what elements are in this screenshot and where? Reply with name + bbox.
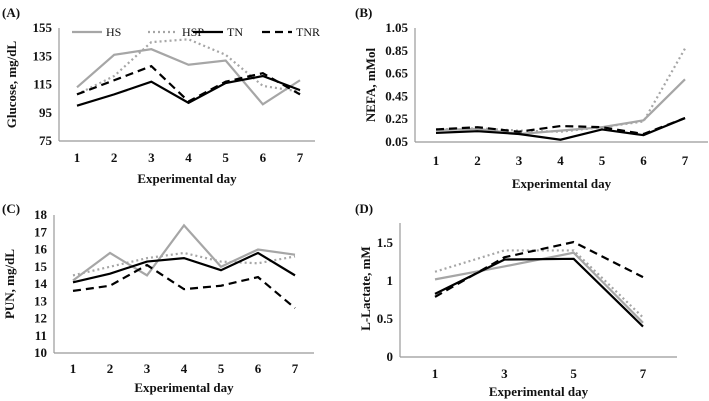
x-tick-label: 3 — [516, 153, 523, 168]
y-tick-label: 0.5 — [377, 311, 394, 326]
series-line-tn — [76, 74, 301, 107]
y-tick-label: 0.85 — [385, 43, 408, 58]
series-line-tnr — [434, 240, 644, 298]
series-line-hs — [76, 48, 301, 106]
y-axis-title: L-Lactate, mM — [358, 246, 373, 330]
x-axis-title: Experimental day — [489, 384, 589, 399]
panel-label: (A) — [2, 5, 20, 20]
x-tick-label: 4 — [557, 153, 564, 168]
series-line-tnr — [435, 117, 686, 136]
legend-label-tn: TN — [227, 25, 243, 39]
x-tick-label: 7 — [292, 361, 299, 376]
y-tick-label: 18 — [34, 207, 48, 222]
x-tick-label: 3 — [501, 366, 508, 381]
y-tick-label: 1.05 — [385, 20, 408, 35]
y-tick-label: 16 — [34, 242, 48, 257]
x-tick-label: 4 — [185, 150, 192, 165]
series-line-tn — [435, 117, 686, 141]
series-line-tnr — [76, 64, 301, 103]
x-tick-label: 5 — [599, 153, 606, 168]
x-axis-title: Experimental day — [512, 176, 612, 191]
x-tick-label: 6 — [255, 361, 262, 376]
y-tick-label: 1 — [387, 273, 394, 288]
x-tick-label: 1 — [432, 366, 439, 381]
y-tick-label: 155 — [33, 20, 53, 35]
series-line-tn — [72, 251, 296, 284]
x-tick-label: 3 — [144, 361, 151, 376]
x-tick-label: 5 — [218, 361, 225, 376]
x-axis-title: Experimental day — [134, 380, 234, 395]
y-tick-label: 0.25 — [385, 111, 408, 126]
x-tick-label: 3 — [148, 150, 155, 165]
y-tick-label: 17 — [34, 224, 48, 239]
legend-label-tnr: TNR — [296, 25, 320, 39]
y-tick-label: 115 — [33, 77, 52, 92]
y-tick-label: 11 — [35, 328, 47, 343]
x-tick-label: 2 — [111, 150, 118, 165]
x-tick-label: 5 — [570, 366, 577, 381]
y-tick-label: 0.65 — [385, 66, 408, 81]
series-line-hs — [435, 78, 686, 136]
y-axis-title: PUN, mg/dL — [2, 249, 17, 319]
x-tick-label: 1 — [74, 150, 81, 165]
y-axis-title: NEFA, mMol — [363, 48, 378, 123]
y-tick-label: 14 — [34, 276, 48, 291]
x-tick-label: 7 — [297, 150, 304, 165]
x-axis-title: Experimental day — [137, 171, 237, 186]
y-tick-label: 0.45 — [385, 88, 408, 103]
panel-label: (B) — [355, 5, 372, 20]
x-tick-label: 7 — [682, 153, 689, 168]
panel-label: (D) — [355, 201, 373, 216]
x-tick-label: 6 — [640, 153, 647, 168]
x-tick-label: 5 — [222, 150, 229, 165]
x-tick-label: 2 — [107, 361, 114, 376]
series-line-hs — [72, 223, 296, 282]
x-tick-label: 4 — [181, 361, 188, 376]
x-tick-label: 1 — [433, 153, 440, 168]
y-tick-label: 75 — [39, 133, 53, 148]
y-tick-label: 135 — [33, 48, 53, 63]
y-tick-label: 1.5 — [377, 235, 394, 250]
x-tick-label: 7 — [640, 366, 647, 381]
legend-label-hs: HS — [106, 25, 121, 39]
y-tick-label: 0 — [387, 349, 394, 364]
y-axis-title: Glucose, mg/dL — [4, 40, 19, 128]
panel-label: (C) — [2, 201, 20, 216]
series-line-hsp — [76, 38, 301, 96]
series-line-hsp — [434, 249, 644, 319]
y-tick-label: 12 — [34, 311, 47, 326]
x-tick-label: 1 — [70, 361, 77, 376]
y-tick-label: 10 — [34, 345, 47, 360]
y-tick-label: 15 — [34, 259, 48, 274]
y-tick-label: 0.05 — [385, 134, 408, 149]
x-tick-label: 6 — [260, 150, 267, 165]
series-line-hsp — [435, 47, 686, 133]
y-tick-label: 95 — [39, 105, 53, 120]
x-tick-label: 2 — [474, 153, 481, 168]
series-line-tnr — [72, 263, 296, 309]
y-tick-label: 13 — [34, 293, 48, 308]
